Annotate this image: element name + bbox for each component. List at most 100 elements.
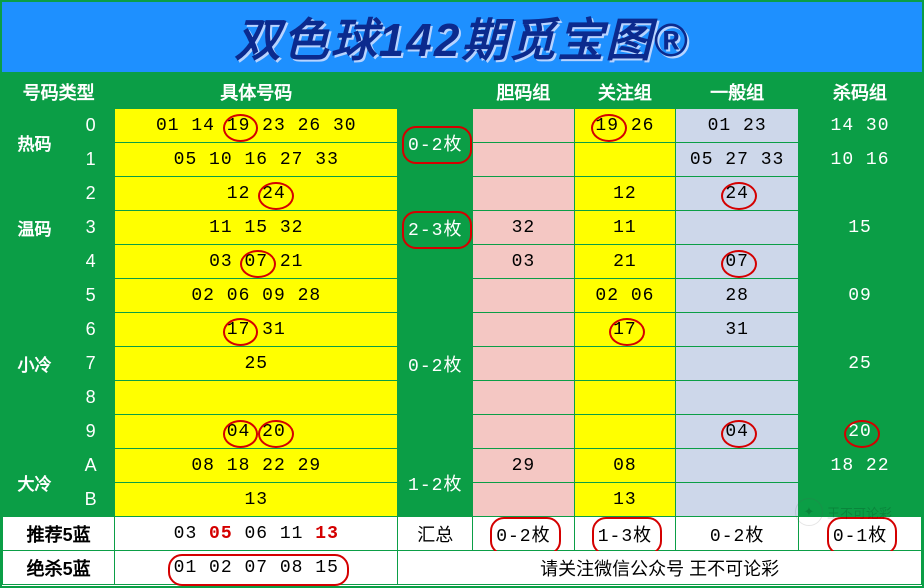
dan-cell [473, 279, 575, 313]
row-index: 4 [67, 245, 115, 279]
yiban-cell [676, 449, 799, 483]
dan-cell [473, 313, 575, 347]
range-cell: 0-2枚 [398, 279, 473, 449]
hdr-sha: 杀码组 [799, 75, 922, 109]
sha-cell [799, 177, 922, 211]
yiban-cell [676, 211, 799, 245]
nums-cell: 17 31 [115, 313, 398, 347]
sha-cell: 25 [799, 347, 922, 381]
guan-cell: 17 [574, 313, 676, 347]
sha-cell: 20 [799, 415, 922, 449]
title-text: 双色球142期觅宝图® [235, 4, 690, 70]
guan-cell: 19 26 [574, 109, 676, 143]
sha-cell: 15 [799, 211, 922, 245]
yiban-cell: 24 [676, 177, 799, 211]
nums-cell: 13 [115, 483, 398, 517]
row-index: 8 [67, 381, 115, 415]
footer-recommend-row: 推荐5蓝 03 05 06 11 13 汇总 0-2枚 1-3枚 0-2枚 0-… [3, 517, 922, 551]
row-index: A [67, 449, 115, 483]
guan-cell: 11 [574, 211, 676, 245]
nums-cell: 03 07 21 [115, 245, 398, 279]
sha-cell: 18 22 [799, 449, 922, 483]
nums-cell: 08 18 22 29 [115, 449, 398, 483]
range-cell: 1-2枚 [398, 449, 473, 517]
summary-label: 汇总 [398, 517, 473, 551]
nums-cell [115, 381, 398, 415]
yiban-cell [676, 381, 799, 415]
row-index: 2 [67, 177, 115, 211]
dan-cell [473, 483, 575, 517]
hdr-yiban: 一般组 [676, 75, 799, 109]
sha-cell [799, 313, 922, 347]
dan-cell [473, 109, 575, 143]
yiban-summary: 0-2枚 [676, 517, 799, 551]
guan-cell: 12 [574, 177, 676, 211]
dan-cell: 29 [473, 449, 575, 483]
range-cell: 2-3枚 [398, 177, 473, 279]
yiban-cell: 01 23 [676, 109, 799, 143]
guan-cell: 08 [574, 449, 676, 483]
sha-cell [799, 483, 922, 517]
kill-label: 绝杀5蓝 [3, 551, 115, 585]
dan-cell [473, 143, 575, 177]
guan-summary: 1-3枚 [574, 517, 676, 551]
guan-cell: 02 06 [574, 279, 676, 313]
yiban-cell: 31 [676, 313, 799, 347]
table-footer: 推荐5蓝 03 05 06 11 13 汇总 0-2枚 1-3枚 0-2枚 0-… [3, 517, 922, 585]
guan-cell: 21 [574, 245, 676, 279]
nums-cell: 25 [115, 347, 398, 381]
guan-cell [574, 415, 676, 449]
dan-cell [473, 381, 575, 415]
sha-cell: 14 30 [799, 109, 922, 143]
yiban-cell: 07 [676, 245, 799, 279]
nums-cell: 12 24 [115, 177, 398, 211]
row-index: B [67, 483, 115, 517]
kill-nums: 01 02 07 08 15 [115, 551, 398, 585]
nums-cell: 04 20 [115, 415, 398, 449]
yiban-cell [676, 347, 799, 381]
footer-kill-row: 绝杀5蓝 01 02 07 08 15 请关注微信公众号 王不可论彩 [3, 551, 922, 585]
table-row: 小冷502 06 09 280-2枚02 062809 [3, 279, 922, 313]
footer-note: 请关注微信公众号 王不可论彩 [398, 551, 922, 585]
dan-cell: 32 [473, 211, 575, 245]
data-table: 号码类型 具体号码 胆码组 关注组 一般组 杀码组 热码001 14 19 23… [2, 74, 922, 585]
category-label: 大冷 [3, 449, 67, 517]
row-index: 1 [67, 143, 115, 177]
table-body: 热码001 14 19 23 26 300-2枚19 2601 2314 301… [3, 109, 922, 517]
sha-cell [799, 245, 922, 279]
yiban-cell: 05 27 33 [676, 143, 799, 177]
hdr-dan: 胆码组 [473, 75, 575, 109]
row-index: 9 [67, 415, 115, 449]
yiban-cell: 04 [676, 415, 799, 449]
category-label: 小冷 [3, 279, 67, 449]
row-index: 7 [67, 347, 115, 381]
row-index: 3 [67, 211, 115, 245]
guan-cell: 13 [574, 483, 676, 517]
row-index: 5 [67, 279, 115, 313]
dan-cell [473, 415, 575, 449]
hdr-range [398, 75, 473, 109]
row-index: 6 [67, 313, 115, 347]
rec-nums: 03 05 06 11 13 [115, 517, 398, 551]
table-row: 大冷A08 18 22 291-2枚290818 22 [3, 449, 922, 483]
header-row: 号码类型 具体号码 胆码组 关注组 一般组 杀码组 [3, 75, 922, 109]
guan-cell [574, 347, 676, 381]
nums-cell: 05 10 16 27 33 [115, 143, 398, 177]
hdr-guan: 关注组 [574, 75, 676, 109]
title-bar: 双色球142期觅宝图® [2, 2, 922, 74]
table-row: 热码001 14 19 23 26 300-2枚19 2601 2314 30 [3, 109, 922, 143]
dan-cell [473, 347, 575, 381]
nums-cell: 01 14 19 23 26 30 [115, 109, 398, 143]
sha-cell: 09 [799, 279, 922, 313]
yiban-cell: 28 [676, 279, 799, 313]
range-cell: 0-2枚 [398, 109, 473, 177]
dan-summary: 0-2枚 [473, 517, 575, 551]
table-row: 温码212 242-3枚1224 [3, 177, 922, 211]
guan-cell [574, 143, 676, 177]
lottery-chart: 双色球142期觅宝图® 号码类型 具体号码 胆码组 关注组 一般组 杀码组 热码… [0, 0, 924, 588]
row-index: 0 [67, 109, 115, 143]
guan-cell [574, 381, 676, 415]
category-label: 温码 [3, 177, 67, 279]
sha-cell: 10 16 [799, 143, 922, 177]
hdr-nums: 具体号码 [115, 75, 398, 109]
